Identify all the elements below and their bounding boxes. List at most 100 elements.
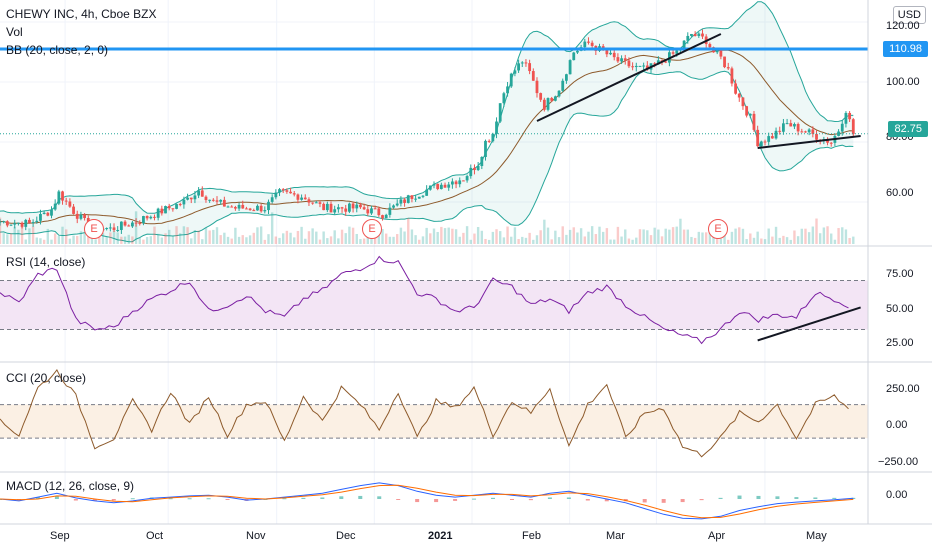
candle-body	[16, 222, 20, 224]
candle-body	[837, 131, 840, 136]
candle-body	[28, 219, 31, 223]
indicator-lines	[0, 255, 856, 520]
volume-bar	[811, 226, 815, 244]
volume-bar	[109, 232, 112, 244]
volume-bar	[348, 226, 351, 244]
candle-body	[314, 202, 318, 204]
candle-body	[0, 221, 2, 223]
candle-body	[5, 221, 9, 226]
candle-body	[473, 167, 476, 171]
candle-body	[351, 203, 355, 209]
bb-legend[interactable]: BB (20, close, 2, 0)	[6, 43, 109, 57]
candle-body	[204, 196, 208, 201]
volume-bar	[657, 229, 660, 244]
earnings-marker[interactable]: E	[708, 219, 728, 239]
macd-legend[interactable]: MACD (12, 26, close, 9)	[6, 479, 135, 493]
volume-bar	[340, 229, 344, 244]
candle-body	[127, 225, 131, 227]
candle-body	[546, 98, 550, 110]
symbol-title[interactable]: CHEWY INC, 4h, Cboe BZX	[6, 7, 157, 21]
rsi-tick: 50.00	[886, 303, 914, 315]
candle-body	[557, 90, 561, 97]
candle-body	[230, 206, 234, 208]
volume-bar	[550, 239, 553, 244]
volume-bar	[502, 237, 506, 244]
candle-body	[465, 176, 469, 181]
macd-histogram-bar	[35, 497, 40, 499]
volume-bar	[142, 239, 145, 244]
volume-bar	[396, 234, 399, 244]
volume-bar	[774, 226, 778, 244]
volume-bar	[322, 231, 325, 244]
candle-body	[57, 191, 61, 204]
volume-bar	[465, 226, 469, 244]
candle-body	[524, 62, 528, 64]
vol-legend[interactable]: Vol	[6, 25, 23, 39]
volume-bar	[447, 227, 450, 244]
cci-tick: 0.00	[886, 419, 908, 431]
volume-bar	[572, 227, 575, 244]
volume-bar	[53, 233, 57, 244]
candle-body	[222, 199, 226, 207]
volume-bar	[653, 227, 656, 244]
candle-body	[609, 52, 612, 55]
candle-body	[428, 185, 432, 190]
volume-bar	[668, 229, 671, 244]
candle-body	[208, 199, 212, 201]
macd-histogram-bar	[206, 498, 211, 500]
candle-body	[79, 214, 83, 219]
candle-body	[576, 50, 579, 53]
volume-bar	[248, 235, 252, 244]
macd-histogram-bar	[130, 498, 135, 500]
candle-body	[311, 202, 315, 204]
volume-bar	[237, 236, 241, 244]
candle-body	[197, 190, 201, 196]
earnings-marker[interactable]: E	[362, 219, 382, 239]
rsi-trendline	[757, 306, 861, 342]
macd-histogram-bar	[339, 496, 344, 499]
volume-bar	[727, 239, 730, 244]
macd-histogram-bar	[92, 499, 97, 501]
candle-body	[800, 131, 804, 133]
volume-bar	[521, 236, 524, 244]
trendlines	[536, 33, 861, 342]
candle-body	[366, 209, 370, 214]
price-tick: 120.00	[886, 20, 920, 32]
volume-bar	[616, 226, 620, 244]
candle-body	[811, 129, 815, 134]
candle-body	[686, 35, 690, 41]
volume-bar	[429, 233, 432, 244]
rsi-legend[interactable]: RSI (14, close)	[6, 255, 86, 269]
candle-body	[362, 207, 366, 210]
volume-bar	[443, 228, 447, 244]
volume-bar	[532, 239, 535, 244]
currency-badge[interactable]: USD	[892, 6, 926, 24]
earnings-marker[interactable]: E	[84, 219, 104, 239]
candle-body	[675, 50, 679, 54]
volume-bar	[660, 236, 664, 244]
volume-bar	[749, 233, 752, 244]
volume-bar	[833, 239, 837, 244]
candle-body	[24, 219, 28, 227]
candle-body	[697, 33, 701, 37]
time-tick: 2021	[428, 530, 453, 542]
macd-histogram-bar	[415, 499, 420, 503]
volume-bar	[50, 239, 53, 244]
cci-legend[interactable]: CCI (20, close)	[6, 371, 87, 385]
candle-body	[388, 207, 392, 215]
volume-bar	[837, 228, 840, 244]
cci-line	[0, 368, 849, 458]
candle-body	[392, 205, 395, 208]
candle-body	[219, 199, 223, 202]
volume-bar	[270, 212, 274, 244]
candle-body	[267, 201, 270, 211]
volume-bar	[414, 235, 417, 244]
volume-bar	[487, 239, 491, 244]
candle-body	[425, 189, 429, 196]
candle-body	[142, 216, 145, 224]
volume-bar	[631, 239, 634, 244]
candle-body	[752, 113, 756, 130]
time-tick: Oct	[146, 530, 164, 542]
candle-body	[131, 222, 134, 227]
candle-body	[119, 221, 123, 230]
